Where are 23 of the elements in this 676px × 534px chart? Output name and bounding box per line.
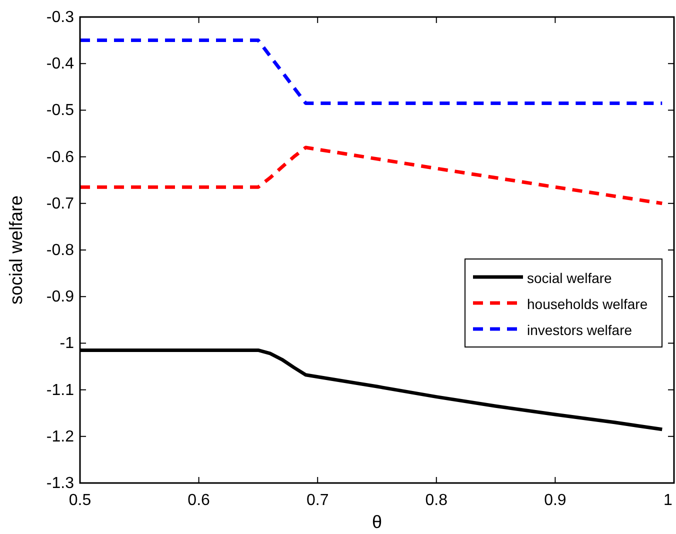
- y-axis-title: social welfare: [6, 195, 26, 305]
- legend-label: investors welfare: [527, 322, 632, 338]
- y-tick-label: -0.8: [46, 242, 74, 259]
- y-tick-label: -1: [60, 335, 74, 352]
- y-tick-label: -0.9: [46, 288, 74, 306]
- y-tick-label: -1.3: [46, 475, 74, 492]
- y-tick-label: -1.1: [46, 382, 74, 399]
- y-tick-label: -1.2: [46, 428, 74, 446]
- x-tick-label: 0.9: [544, 492, 566, 509]
- x-tick-label: 0.7: [306, 492, 329, 509]
- line-series: [78, 146, 664, 206]
- legend-label: households welfare: [527, 296, 648, 312]
- y-tick-label: -0.5: [46, 102, 74, 120]
- x-tick-label: 0.6: [188, 492, 210, 509]
- x-axis-title: θ: [372, 512, 382, 532]
- y-tick-label: -0.7: [46, 195, 74, 212]
- y-tick-label: -0.6: [46, 148, 74, 166]
- y-tick-label: -0.4: [46, 56, 74, 73]
- x-tick-label: 0.5: [68, 492, 92, 509]
- y-tick-label: -0.3: [46, 9, 74, 26]
- legend-label: social welfare: [527, 270, 612, 286]
- x-tick-label: 1: [664, 492, 673, 509]
- x-tick-label: 0.8: [425, 492, 448, 509]
